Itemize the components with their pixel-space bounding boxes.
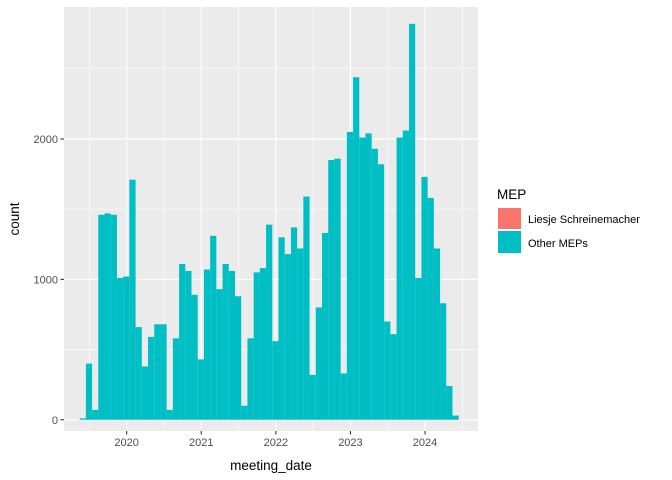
legend-title: MEP xyxy=(497,187,526,202)
legend: MEP Liesje Schreinemacher Other MEPs xyxy=(497,187,640,253)
bar-other-meps xyxy=(172,338,180,420)
bar-other-meps xyxy=(116,277,124,420)
bar-other-meps xyxy=(272,341,279,420)
bar-other-meps xyxy=(390,334,397,420)
bar-other-meps xyxy=(247,338,254,420)
bar-other-meps xyxy=(440,303,447,420)
bar-other-meps xyxy=(141,366,149,420)
y-tick-label: 1000 xyxy=(34,274,58,286)
bar-other-meps xyxy=(191,294,198,420)
bar-other-meps xyxy=(110,214,117,420)
bar-other-meps xyxy=(241,405,248,420)
bar-other-meps xyxy=(266,224,273,420)
bar-other-meps xyxy=(228,270,236,420)
bar-other-meps xyxy=(222,263,229,420)
bar-other-meps xyxy=(371,148,378,420)
bar-other-meps xyxy=(433,248,441,420)
bar-other-meps xyxy=(402,130,409,420)
x-tick-label: 2020 xyxy=(114,437,138,449)
bar-other-meps xyxy=(334,158,341,420)
bar-other-meps xyxy=(216,289,223,420)
bar-other-meps xyxy=(340,373,347,420)
x-tick-label: 2023 xyxy=(338,437,362,449)
legend-label-liesje: Liesje Schreinemacher xyxy=(528,214,640,226)
x-axis-title: meeting_date xyxy=(230,458,312,473)
bar-other-meps xyxy=(365,133,372,420)
bar-other-meps xyxy=(297,248,304,420)
bar-other-meps xyxy=(185,270,192,420)
legend-key-other-meps xyxy=(498,231,521,253)
bar-other-meps xyxy=(303,196,310,420)
x-axis-ticks: 2020 2021 2022 2023 2024 xyxy=(114,431,437,449)
bar-other-meps xyxy=(166,409,173,420)
bar-other-meps xyxy=(129,179,136,420)
bar-other-meps xyxy=(408,23,416,420)
bar-other-meps xyxy=(210,235,217,420)
bar-other-meps xyxy=(253,272,260,420)
legend-label-other-meps: Other MEPs xyxy=(528,238,588,250)
bar-other-meps xyxy=(197,359,204,420)
bar-other-meps xyxy=(104,213,111,420)
bar-other-meps xyxy=(179,263,186,420)
bar-other-meps xyxy=(384,321,391,420)
bar-other-meps xyxy=(123,276,130,420)
bar-other-meps xyxy=(203,269,211,420)
bar-other-meps xyxy=(160,324,167,420)
legend-key-liesje xyxy=(498,208,521,229)
bar-other-meps xyxy=(278,237,285,420)
bar-other-meps xyxy=(259,268,267,420)
bar-other-meps xyxy=(353,77,360,420)
bar-other-meps xyxy=(309,374,316,420)
bar-other-meps xyxy=(346,131,354,420)
bar-other-meps xyxy=(322,233,329,420)
bar-other-meps xyxy=(452,415,459,420)
bar-other-meps xyxy=(79,418,86,420)
bar-other-meps xyxy=(154,324,161,420)
bar-other-meps xyxy=(98,214,105,420)
bar-other-meps xyxy=(421,176,428,420)
x-tick-label: 2024 xyxy=(413,437,437,449)
bar-other-meps xyxy=(446,386,453,420)
bar-other-meps xyxy=(85,363,93,420)
y-tick-label: 0 xyxy=(52,415,58,427)
bar-other-meps xyxy=(92,409,99,420)
bar-other-meps xyxy=(290,227,298,420)
bar-other-meps xyxy=(148,336,155,420)
bar-other-meps xyxy=(328,160,335,420)
bar-other-meps xyxy=(315,307,323,420)
bar-other-meps xyxy=(415,277,422,420)
bar-other-meps xyxy=(377,164,385,420)
bar-other-meps xyxy=(427,197,434,420)
y-tick-label: 2000 xyxy=(34,134,58,146)
x-tick-label: 2021 xyxy=(189,437,213,449)
bars-group xyxy=(79,23,459,420)
y-axis-title: count xyxy=(7,202,22,235)
bar-other-meps xyxy=(135,327,142,420)
bar-other-meps xyxy=(284,254,291,420)
bar-other-meps xyxy=(359,137,366,420)
bar-other-meps xyxy=(396,137,403,420)
x-tick-label: 2022 xyxy=(264,437,288,449)
y-axis-ticks: 0 1000 2000 xyxy=(34,134,64,427)
bar-other-meps xyxy=(235,296,242,420)
